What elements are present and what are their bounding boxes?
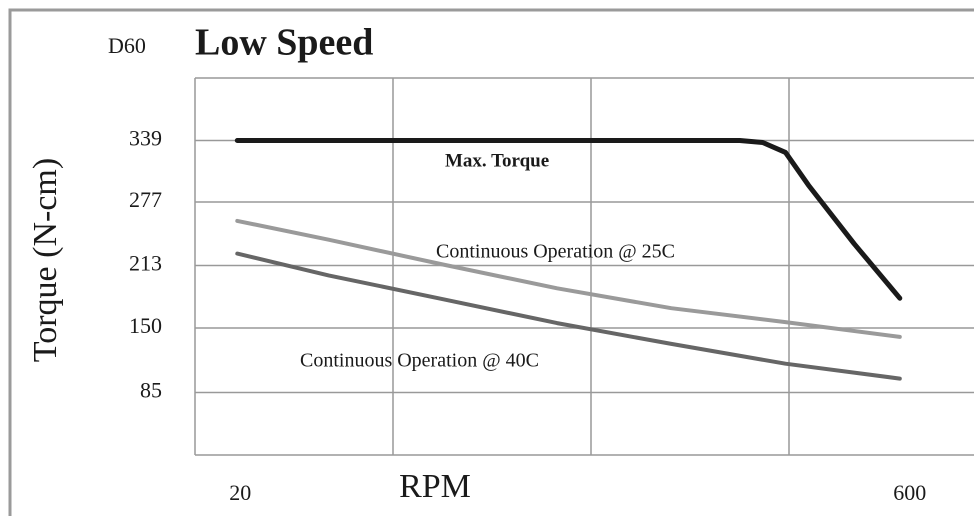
series-label: Max. Torque bbox=[445, 150, 549, 171]
y-tick-label: 277 bbox=[129, 187, 162, 212]
series-label: Continuous Operation @ 40C bbox=[300, 350, 539, 372]
chart-title: Low Speed bbox=[195, 22, 373, 64]
y-tick-label: 339 bbox=[129, 126, 162, 151]
series-label: Continuous Operation @ 25C bbox=[436, 241, 675, 263]
x-axis-label: RPM bbox=[399, 468, 471, 505]
chart-subtitle: D60 bbox=[108, 33, 146, 58]
x-tick-label: 20 bbox=[229, 480, 251, 505]
y-tick-label: 213 bbox=[129, 251, 162, 276]
x-tick-label: 600 bbox=[893, 480, 926, 505]
y-tick-label: 85 bbox=[140, 378, 162, 403]
y-tick-label: 150 bbox=[129, 313, 162, 338]
series-line bbox=[234, 138, 903, 301]
series-line bbox=[235, 251, 902, 381]
frame bbox=[8, 8, 974, 516]
series-line bbox=[235, 218, 902, 339]
y-axis-label: Torque (N-cm) bbox=[27, 158, 64, 362]
